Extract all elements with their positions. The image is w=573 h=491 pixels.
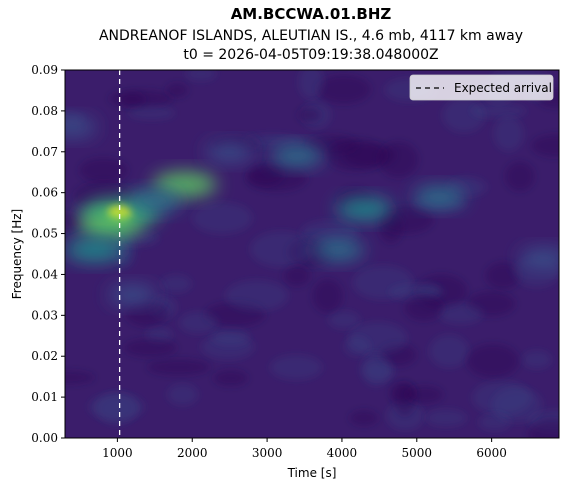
heatmap-texture-blob [283, 265, 311, 286]
heatmap-texture-blob [388, 283, 445, 301]
heatmap-texture-blob [386, 401, 425, 431]
y-tick-label: 0.08 [31, 104, 58, 118]
y-tick-label: 0.05 [31, 227, 58, 241]
heatmap-texture-blob [438, 303, 484, 324]
heatmap-texture-blob [270, 355, 323, 380]
x-tick-label: 1000 [102, 446, 133, 460]
heatmap-texture-blob [405, 385, 444, 404]
heatmap-texture-blob [125, 301, 169, 327]
y-tick-label: 0.01 [31, 390, 58, 404]
heatmap-texture-blob [425, 409, 467, 427]
x-tick-label: 4000 [327, 446, 358, 460]
heatmap-texture-blob [360, 352, 392, 386]
heatmap-texture-blob [312, 279, 343, 313]
y-tick-label: 0.02 [31, 349, 58, 363]
heatmap-texture-blob [522, 350, 552, 369]
heatmap-hotspot [65, 237, 125, 262]
heatmap-texture-blob [65, 371, 95, 385]
heatmap-hotspot [78, 213, 141, 238]
x-tick-label: 5000 [402, 446, 433, 460]
heatmap-texture-blob [225, 280, 288, 311]
heatmap-texture-blob [211, 328, 250, 346]
heatmap-hotspot [127, 189, 182, 212]
heatmap-hotspot [336, 197, 393, 221]
chart-subtitle: ANDREANOF ISLANDS, ALEUTIAN IS., 4.6 mb,… [99, 28, 523, 44]
heatmap-texture-blob [493, 116, 524, 152]
heatmap-texture-blob [478, 413, 511, 431]
heatmap-texture-blob [326, 139, 386, 172]
y-axis-ticks: 0.00 0.01 0.02 0.03 0.04 0.05 0.06 0.07 0.08 0.09 [31, 63, 65, 445]
axes-frame [64, 69, 560, 439]
x-axis-label: Time [s] [287, 466, 337, 480]
heatmap-texture-blob [247, 163, 284, 186]
chart-title: AM.BCCWA.01.BHZ [231, 5, 392, 23]
heatmap-hotspot [152, 171, 217, 198]
y-tick-label: 0.04 [31, 267, 58, 281]
y-tick-label: 0.09 [31, 63, 58, 77]
heatmap-hotspot [271, 145, 324, 167]
heatmap-texture-blob [127, 106, 176, 120]
heatmap-texture-blob [442, 98, 486, 133]
y-axis-label: Frequency [Hz] [10, 209, 24, 300]
heatmap-texture-blob [166, 83, 188, 98]
heatmap-texture-blob [527, 419, 559, 438]
heatmap-texture-blob [250, 231, 313, 267]
heatmap-texture-blob [492, 387, 543, 423]
heatmap-hotspots [65, 117, 559, 306]
legend-box [409, 74, 554, 101]
y-tick-label: 0.03 [31, 308, 58, 322]
heatmap-texture-blob [123, 338, 177, 357]
heatmap-texture-blob [344, 336, 371, 357]
heatmap-texture-blob [485, 262, 521, 290]
x-tick-label: 3000 [252, 446, 283, 460]
heatmap-texture-blob [95, 392, 138, 425]
heatmap-texture-blob [167, 384, 198, 406]
plot-area [65, 70, 559, 438]
chart-subtitle-time: t0 = 2026-04-05T09:19:38.048000Z [183, 47, 438, 63]
heatmap-texture-blob [328, 311, 361, 329]
heatmap-texture-blob [297, 107, 321, 122]
heatmap-texture-blob [65, 213, 81, 231]
heatmap-texture-blob [531, 134, 559, 157]
y-tick-label: 0.00 [31, 431, 58, 445]
heatmap-hotspot [413, 185, 466, 208]
heatmap-texture-blob [79, 157, 128, 184]
heatmap-texture-blob [349, 410, 379, 426]
y-tick-label: 0.07 [31, 145, 58, 159]
y-tick-label: 0.06 [31, 186, 58, 200]
heatmap-texture-blob [300, 220, 359, 246]
heatmap-texture-blob [505, 161, 535, 192]
heatmap-texture-blob [470, 103, 527, 118]
heatmap-hotspot [519, 247, 559, 269]
heatmap-texture-blob [160, 275, 192, 293]
legend-entry: Expected arrival [454, 81, 552, 95]
heatmap-hotspot [312, 239, 365, 261]
heatmap-texture-blob [316, 74, 371, 104]
heatmap-texture-blob [378, 141, 419, 178]
heatmap-texture-blob [179, 311, 219, 334]
heatmap-texture-blob [429, 334, 469, 368]
heatmap-hotspot [65, 117, 97, 138]
heatmap-hotspot [108, 284, 157, 306]
heatmap-texture-blob [192, 202, 253, 234]
heatmap-texture-blob [213, 370, 248, 386]
x-tick-label: 6000 [476, 446, 507, 460]
heatmap-texture-blob [378, 205, 434, 234]
heatmap-texture-blob [466, 344, 519, 378]
heatmap-texture-blob [119, 92, 145, 107]
heatmap-texture-blob [298, 70, 324, 100]
heatmap-texture-blob [145, 327, 173, 343]
heatmap-hotspot [205, 141, 254, 162]
x-tick-label: 2000 [177, 446, 208, 460]
heatmap-texture [65, 70, 559, 438]
heatmap-texture-blob [404, 295, 444, 321]
legend: Expected arrival [409, 74, 554, 101]
x-axis-ticks: 1000 2000 3000 4000 5000 6000 [102, 438, 507, 460]
heatmap-texture-blob [185, 70, 217, 81]
heatmap-texture-blob [147, 359, 211, 376]
heatmap-texture-blob [389, 383, 415, 403]
